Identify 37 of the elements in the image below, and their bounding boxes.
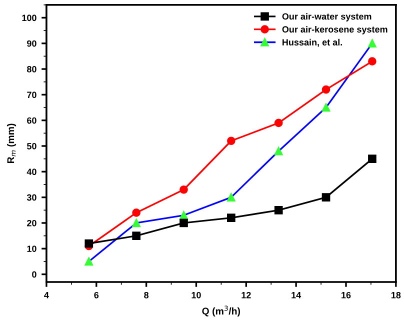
x-tick-label: 14 <box>292 292 302 298</box>
point <box>227 136 236 146</box>
y-tick-label: 10 <box>27 246 36 252</box>
x-axis-title: Q (m$^{3}$/h) <box>202 306 240 316</box>
x-tick-label: 12 <box>242 292 251 298</box>
point <box>132 208 140 217</box>
x-tick-label: 8 <box>144 292 149 298</box>
y-tick-label: 70 <box>27 92 36 98</box>
point <box>132 232 140 240</box>
point <box>368 154 376 163</box>
point <box>322 85 330 94</box>
y-tick-label: 60 <box>27 117 36 124</box>
y-tick-label: 90 <box>27 40 36 47</box>
y-tick-label: 80 <box>26 66 36 72</box>
point <box>368 57 376 66</box>
y-tick-label: 20 <box>27 220 36 226</box>
point <box>227 214 236 222</box>
x-tick-label: 18 <box>391 292 401 298</box>
point <box>84 239 94 248</box>
y-tick-label: 40 <box>26 168 36 176</box>
legend-label: Our air-kerosene system <box>282 26 388 34</box>
x-tick-label: 10 <box>192 292 201 298</box>
point <box>180 185 188 194</box>
point <box>180 218 188 228</box>
x-tick-label: 4 <box>44 292 49 298</box>
y-tick-label: 30 <box>26 194 36 201</box>
y-axis-title: R$_{m}$ (mm) <box>6 124 16 164</box>
y-tick-label: 100 <box>22 14 36 22</box>
x-tick-label: 16 <box>342 292 351 298</box>
legend-label: Our air-water system <box>282 13 372 22</box>
y-tick-label: 0 <box>32 271 36 278</box>
point <box>322 193 330 202</box>
y-tick-label: 50 <box>26 142 36 150</box>
x-tick-label: 6 <box>94 292 99 298</box>
point <box>274 206 283 214</box>
legend-label: Hussain, et al. <box>282 38 342 47</box>
point <box>274 118 283 128</box>
